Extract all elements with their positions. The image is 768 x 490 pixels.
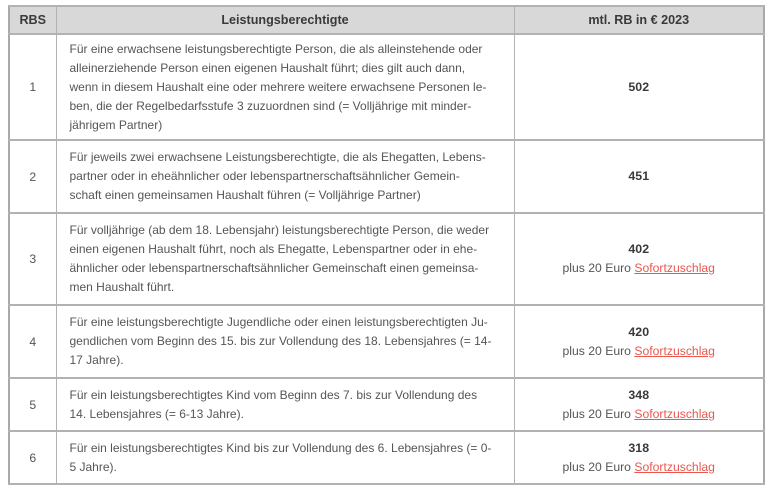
col-header-leistungsberechtigte: Leistungsberechtigte [55, 5, 515, 35]
monthly-rate-cell: 348 plus 20 Euro Sofortzuschlag [513, 377, 765, 432]
beneficiary-description: Für volljährige (ab dem 18. Lebensjahr) … [55, 212, 515, 306]
table-row: 3 Für volljährige (ab dem 18. Lebensjahr… [8, 212, 765, 306]
beneficiary-description: Für ein leistungsberechtigtes Kind vom B… [55, 377, 515, 432]
supplement-line: plus 20 Euro Sofortzuschlag [521, 405, 758, 424]
monthly-rate-cell: 318 plus 20 Euro Sofortzuschlag [513, 430, 765, 485]
col-header-monatlicher-regelbedarf: mtl. RB in € 2023 [513, 5, 765, 35]
amount-value: 318 [628, 440, 650, 455]
sofortzuschlag-link[interactable]: Sofortzuschlag [634, 261, 715, 275]
supplement-line: plus 20 Euro Sofortzuschlag [521, 458, 758, 477]
amount-value: 420 [628, 324, 650, 339]
sofortzuschlag-link[interactable]: Sofortzuschlag [634, 406, 715, 421]
beneficiary-description: Für eine leistungsberechtigte Jugendlich… [55, 304, 515, 379]
table-row: 5 Für ein leistungsberechtigtes Kind vom… [8, 377, 765, 432]
supplement-line: plus 20 Euro Sofortzuschlag [521, 342, 758, 361]
table-row: 6 Für ein leistungsberechtigtes Kind bis… [8, 430, 765, 485]
supplement-line: plus 20 Euro Sofortzuschlag [521, 259, 758, 278]
table-row: 4 Für eine leistungsberechtigte Jugendli… [8, 304, 765, 379]
beneficiary-description: Für ein leistungsberechtigtes Kind bis z… [55, 430, 515, 485]
col-header-rbs: RBS [8, 5, 57, 35]
rbs-number: 3 [8, 212, 57, 306]
monthly-rate-cell: 451 [513, 139, 765, 214]
supplement-prefix: plus 20 Euro [562, 459, 635, 474]
rbs-number: 6 [8, 430, 57, 485]
amount-value: 502 [628, 79, 650, 94]
amount-value: 348 [628, 387, 650, 402]
supplement-prefix: plus 20 Euro [562, 343, 635, 358]
supplement-prefix: plus 20 Euro [562, 261, 635, 275]
table-row: 1 Für eine erwachsene leistungsberechtig… [8, 33, 765, 141]
monthly-rate-cell: 402 plus 20 Euro Sofortzuschlag [513, 212, 765, 306]
monthly-rate-cell: 502 [513, 33, 765, 141]
regelbedarf-table: RBS Leistungsberechtigte mtl. RB in € 20… [8, 5, 765, 485]
rbs-number: 2 [8, 139, 57, 214]
sofortzuschlag-link[interactable]: Sofortzuschlag [634, 343, 715, 358]
table-row: 2 Für jeweils zwei erwachsene Leistungsb… [8, 139, 765, 214]
amount-value: 451 [628, 169, 650, 183]
amount-value: 402 [628, 242, 650, 256]
supplement-prefix: plus 20 Euro [562, 406, 635, 421]
rbs-number: 4 [8, 304, 57, 379]
rbs-number: 1 [8, 33, 57, 141]
beneficiary-description: Für jeweils zwei erwachsene Leistungsber… [55, 139, 515, 214]
beneficiary-description: Für eine erwachsene leistungsberechtigte… [55, 33, 515, 141]
rbs-number: 5 [8, 377, 57, 432]
header-row: RBS Leistungsberechtigte mtl. RB in € 20… [8, 5, 765, 35]
sofortzuschlag-link[interactable]: Sofortzuschlag [634, 459, 715, 474]
monthly-rate-cell: 420 plus 20 Euro Sofortzuschlag [513, 304, 765, 379]
